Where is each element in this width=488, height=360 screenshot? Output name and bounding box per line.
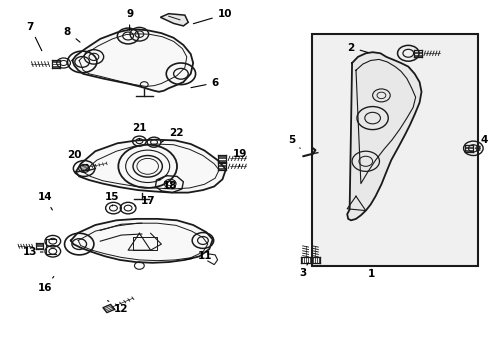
Text: 6: 6	[191, 78, 218, 88]
Polygon shape	[71, 219, 212, 263]
Text: 19: 19	[232, 149, 246, 166]
Text: 8: 8	[64, 27, 80, 42]
Polygon shape	[76, 140, 225, 193]
Polygon shape	[346, 52, 421, 220]
Text: 2: 2	[347, 42, 367, 53]
Text: 5: 5	[287, 135, 300, 148]
Text: 20: 20	[67, 150, 87, 165]
Text: 7: 7	[26, 22, 42, 51]
Text: 10: 10	[193, 9, 232, 24]
Text: 22: 22	[161, 128, 183, 142]
Polygon shape	[72, 30, 193, 92]
Text: 9: 9	[126, 9, 133, 30]
Text: 21: 21	[132, 123, 146, 140]
Text: 16: 16	[38, 276, 54, 293]
Text: 14: 14	[38, 192, 52, 210]
Text: 1: 1	[367, 269, 374, 279]
Text: 11: 11	[186, 251, 212, 261]
Bar	[311, 34, 477, 266]
Text: 4: 4	[474, 135, 487, 148]
Text: 17: 17	[134, 196, 155, 206]
Text: 15: 15	[105, 192, 120, 206]
Text: 13: 13	[23, 247, 43, 257]
Polygon shape	[160, 14, 188, 26]
Text: 3: 3	[299, 263, 307, 278]
Text: 12: 12	[107, 301, 128, 314]
Text: 18: 18	[159, 179, 177, 192]
